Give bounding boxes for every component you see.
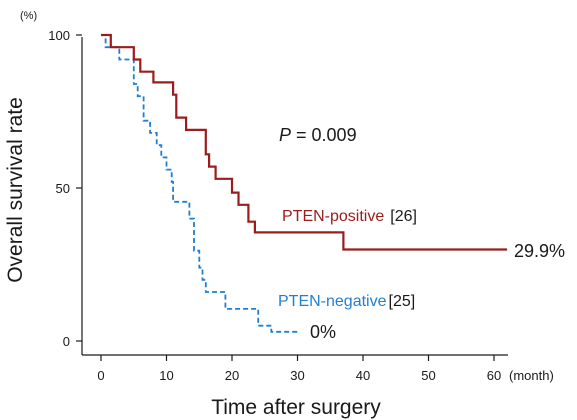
y-tick-label: 50 <box>56 181 70 196</box>
x-tick-label: 10 <box>159 368 173 383</box>
pten-negative-name: PTEN-negative <box>278 293 387 310</box>
x-tick-label: 0 <box>97 368 104 383</box>
x-tick-label: 20 <box>225 368 239 383</box>
x-tick-label: 50 <box>421 368 435 383</box>
y-unit-label: (%) <box>20 10 37 22</box>
p-value-text: = 0.009 <box>291 125 357 145</box>
pten-negative-count: [25] <box>389 293 416 310</box>
pten-positive-name: PTEN-positive <box>282 208 384 225</box>
p-value-annotation: P = 0.009 <box>279 125 357 145</box>
x-tick-label: 60 <box>487 368 501 383</box>
pten-negative-label: PTEN-negative [25] <box>278 293 415 310</box>
pten-negative-end-value: 0% <box>310 322 336 342</box>
y-tick-label: 100 <box>48 28 70 43</box>
y-tick-label: 0 <box>63 334 70 349</box>
p-symbol: P <box>279 125 291 145</box>
x-axis-title: Time after surgery <box>211 396 381 419</box>
pten-negative-curve <box>101 34 298 333</box>
pten-positive-count: [26] <box>390 208 417 225</box>
x-unit-label: (month) <box>509 368 554 383</box>
y-axis-title: Overall survival rate <box>4 97 27 283</box>
x-tick-label: 30 <box>290 368 304 383</box>
x-tick-label: 40 <box>356 368 370 383</box>
pten-positive-label: PTEN-positive [26] <box>282 208 417 225</box>
pten-positive-end-value: 29.9% <box>514 241 565 261</box>
pten-positive-curve <box>101 33 508 251</box>
